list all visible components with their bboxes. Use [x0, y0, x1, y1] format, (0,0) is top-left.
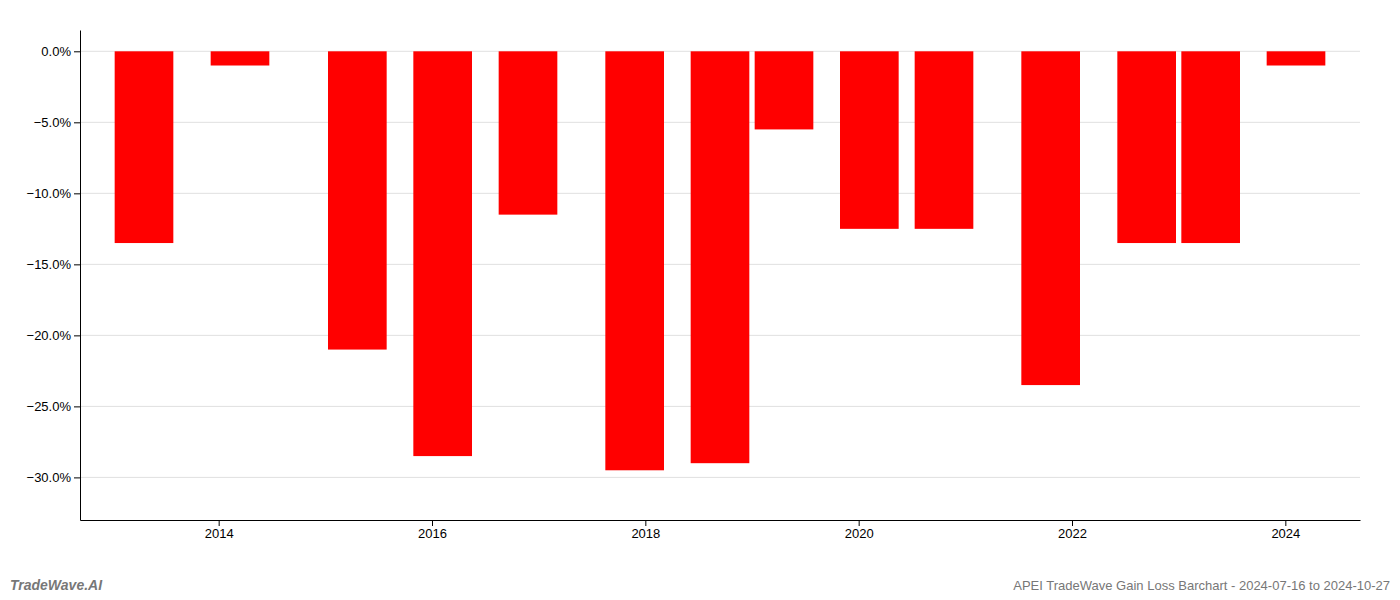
tick-label: 2020 — [845, 526, 874, 541]
tick-label: 2018 — [631, 526, 660, 541]
x-tick: 2016 — [418, 520, 447, 541]
tick-label: −20.0% — [27, 328, 72, 343]
bar — [1117, 51, 1176, 243]
bar — [915, 51, 974, 229]
bar — [1021, 51, 1080, 385]
tick-mark — [74, 335, 80, 336]
y-tick: 0.0% — [41, 44, 80, 59]
bar — [211, 51, 270, 65]
footer-left: TradeWave.AI — [10, 577, 103, 593]
tick-mark — [645, 520, 646, 526]
chart: 0.0% −5.0% −10.0% −15.0% −20.0% −25.0% −30.0% 2… — [0, 0, 1400, 600]
bar — [1267, 51, 1326, 65]
tick-mark — [219, 520, 220, 526]
tick-mark — [1285, 520, 1286, 526]
y-tick: −20.0% — [27, 328, 80, 343]
tick-label: −30.0% — [27, 470, 72, 485]
y-tick: −5.0% — [34, 115, 80, 130]
tick-label: 2024 — [1271, 526, 1300, 541]
y-tick: −30.0% — [27, 470, 80, 485]
tick-label: −15.0% — [27, 257, 72, 272]
bar — [1181, 51, 1240, 243]
tick-mark — [74, 51, 80, 52]
tick-label: −5.0% — [34, 115, 72, 130]
axis-line — [81, 520, 1361, 521]
y-tick: −10.0% — [27, 186, 80, 201]
tick-mark — [859, 520, 860, 526]
grid — [80, 51, 1360, 477]
y-tick: −15.0% — [27, 257, 80, 272]
x-tick: 2014 — [205, 520, 234, 541]
x-tick: 2018 — [631, 520, 660, 541]
bar — [115, 51, 174, 243]
y-tick: −25.0% — [27, 399, 80, 414]
grid-line — [80, 477, 1360, 478]
tick-label: 2022 — [1058, 526, 1087, 541]
bar — [328, 51, 387, 349]
bar — [691, 51, 750, 463]
tick-label: 2016 — [418, 526, 447, 541]
footer-right: APEI TradeWave Gain Loss Barchart - 2024… — [1013, 578, 1390, 593]
bar — [605, 51, 664, 470]
tick-mark — [1072, 520, 1073, 526]
plot: 0.0% −5.0% −10.0% −15.0% −20.0% −25.0% −30.0% 2… — [27, 31, 1361, 542]
tick-label: 0.0% — [41, 44, 71, 59]
bar — [840, 51, 899, 229]
tick-mark — [74, 406, 80, 407]
axis-line — [80, 31, 81, 521]
bars — [115, 51, 1326, 470]
bar — [413, 51, 472, 456]
bar — [755, 51, 814, 129]
bar — [499, 51, 558, 214]
tick-mark — [74, 122, 80, 123]
tick-mark — [74, 193, 80, 194]
tick-mark — [74, 264, 80, 265]
tick-label: −25.0% — [27, 399, 72, 414]
x-tick: 2024 — [1271, 520, 1300, 541]
y-axis: 0.0% −5.0% −10.0% −15.0% −20.0% −25.0% −30.0% — [27, 31, 81, 521]
tick-label: −10.0% — [27, 186, 72, 201]
x-tick: 2022 — [1058, 520, 1087, 541]
tick-mark — [432, 520, 433, 526]
tick-mark — [74, 477, 80, 478]
x-tick: 2020 — [845, 520, 874, 541]
tick-label: 2014 — [205, 526, 234, 541]
x-axis: 2014 2016 2018 2020 2022 2024 — [81, 520, 1361, 541]
